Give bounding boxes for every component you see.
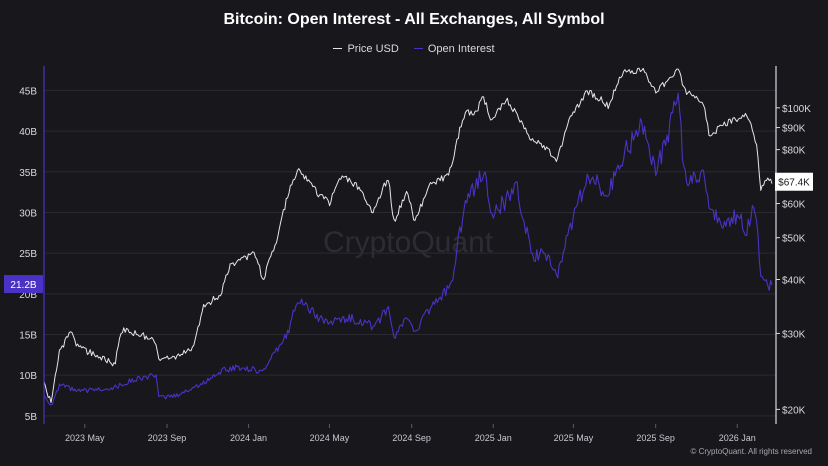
x-tick-label: 2025 Sep <box>636 433 675 443</box>
current-open-interest-badge <box>4 275 43 294</box>
right-tick-label: $40K <box>782 276 806 287</box>
right-tick-label: $80K <box>782 146 806 157</box>
legend-label-open-interest: Open Interest <box>427 42 495 55</box>
copyright-credit: © CryptoQuant. All rights reserved <box>690 447 813 456</box>
legend-item-open-interest[interactable]: Open Interest <box>413 42 495 55</box>
legend-item-price[interactable]: Price USD <box>333 42 399 55</box>
chart-legend: Price USD Open Interest <box>0 40 828 55</box>
left-tick-label: 15B <box>19 331 37 342</box>
x-tick-label: 2023 Sep <box>148 433 187 443</box>
left-tick-label: 25B <box>19 249 37 260</box>
left-tick-label: 20B <box>19 290 37 301</box>
left-tick-label: 35B <box>19 168 37 179</box>
right-tick-label: $20K <box>782 405 806 416</box>
watermark: CryptoQuant <box>323 226 494 259</box>
left-tick-label: 10B <box>19 371 37 382</box>
legend-swatch-price <box>333 48 343 49</box>
right-tick-label: $90K <box>782 124 806 135</box>
current-price-badge <box>775 172 813 191</box>
x-tick-label: 2026 Jan <box>719 433 756 443</box>
legend-label-price: Price USD <box>347 42 399 55</box>
right-tick-label: $100K <box>782 104 811 115</box>
right-tick-label: $50K <box>782 234 806 245</box>
series-line-open-interest <box>43 92 773 406</box>
current-open-interest-label: 21.2B <box>10 280 36 291</box>
left-tick-label: 30B <box>19 208 37 219</box>
left-tick-label: 5B <box>25 412 38 423</box>
x-tick-label: 2025 May <box>554 433 594 443</box>
x-tick-label: 2025 Jan <box>475 433 512 443</box>
x-tick-label: 2024 Jan <box>230 433 267 443</box>
right-tick-label: $30K <box>782 329 806 340</box>
current-price-label: $67.4K <box>778 178 810 189</box>
left-tick-label: 40B <box>19 127 37 138</box>
x-tick-label: 2024 May <box>310 433 350 443</box>
x-tick-label: 2024 Sep <box>392 433 431 443</box>
series-line-price <box>43 67 773 403</box>
x-tick-label: 2023 May <box>65 433 105 443</box>
legend-swatch-open-interest <box>413 48 423 49</box>
left-tick-label: 45B <box>19 86 37 97</box>
chart-title: Bitcoin: Open Interest - All Exchanges, … <box>223 11 605 28</box>
right-tick-label: $60K <box>782 200 806 211</box>
